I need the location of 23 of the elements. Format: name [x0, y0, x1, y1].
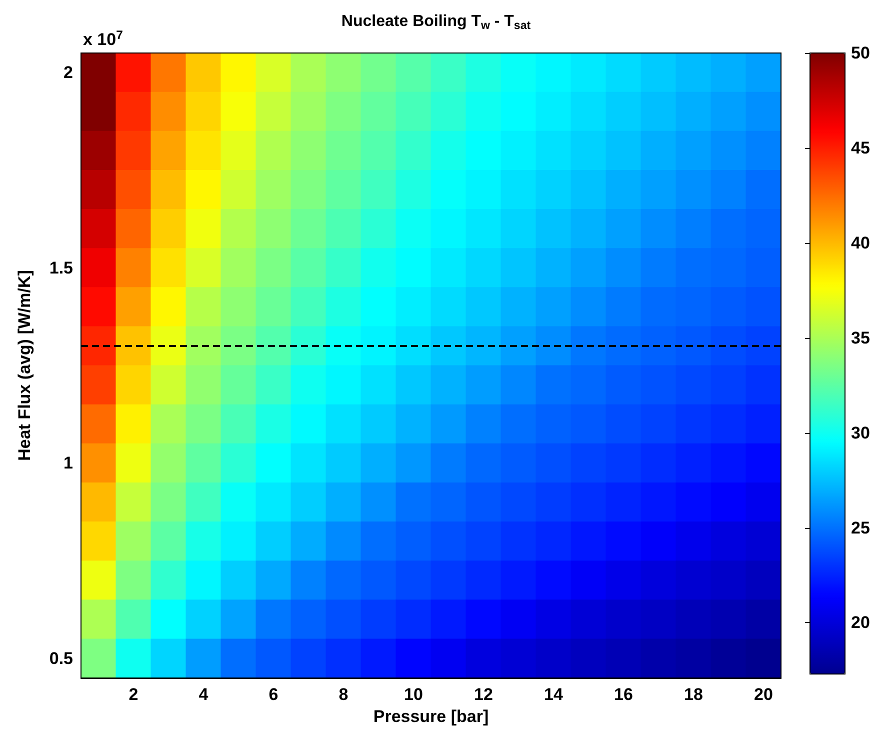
x-axis-title: Pressure [bar]	[373, 706, 489, 726]
color-bar-label: 45	[851, 138, 870, 158]
color-bar-label: 50	[851, 44, 870, 62]
x-tick-label: 10	[404, 685, 423, 704]
x-tick-label: 20	[754, 685, 773, 704]
y-axis-title: Heat Flux (avg) [W/m/K]	[15, 270, 34, 461]
x-tick-label: 2	[128, 685, 138, 704]
x-tick-label: 16	[614, 685, 633, 704]
x-tick-label: 4	[198, 685, 209, 704]
x-tick-label: 18	[684, 685, 703, 704]
x-tick-label: 12	[474, 685, 493, 704]
color-bar-label: 30	[851, 423, 870, 442]
x-tick-label: 8	[338, 685, 348, 704]
y-tick-label: 1	[64, 454, 73, 473]
y-tick-label: 1.5	[49, 258, 73, 278]
x-tick-label: 6	[268, 685, 278, 704]
color-bar-label: 40	[851, 233, 870, 252]
color-bar-label: 25	[851, 518, 870, 538]
y-tick-label: 2	[64, 63, 73, 82]
color-bar-label: 35	[851, 328, 870, 348]
x-tick-label: 14	[544, 685, 564, 704]
y-tick-label: 0.5	[49, 648, 73, 668]
color-bar-label: 20	[851, 613, 870, 632]
